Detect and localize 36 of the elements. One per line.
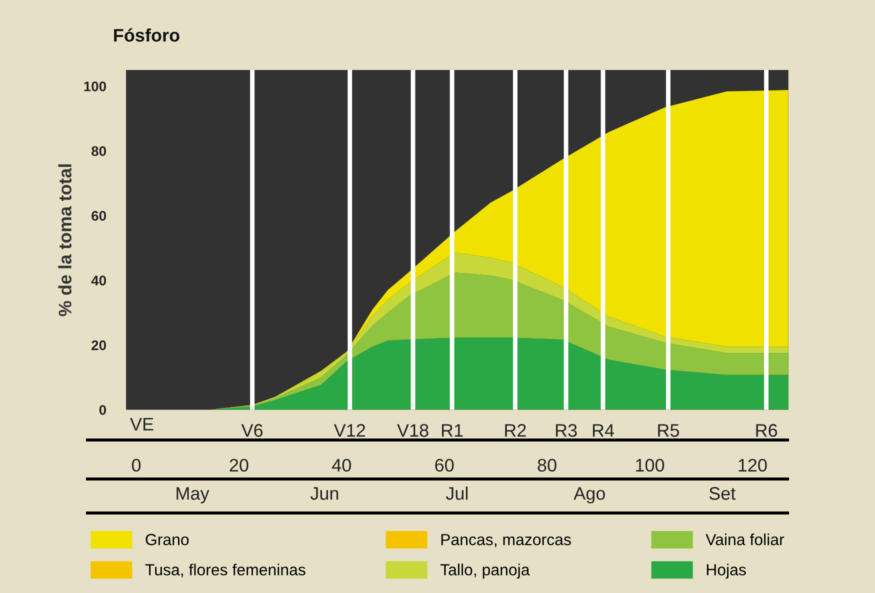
ref-line-label: R3 xyxy=(556,424,577,437)
text: Set xyxy=(709,487,736,500)
legend-label: Vaina foliar xyxy=(706,534,784,546)
text: VE xyxy=(130,418,154,430)
x-tick-label: 100 xyxy=(636,458,664,472)
ref-line-label: V6 xyxy=(241,424,263,437)
text: Jun xyxy=(310,487,338,500)
chart-title: Fósforo xyxy=(114,28,180,42)
x-tick-label: 40 xyxy=(332,458,351,472)
legend-label: Tallo, panoja xyxy=(440,564,530,579)
ref-line-label: V12 xyxy=(334,424,366,437)
text: May xyxy=(176,487,210,504)
ref-line-label: R2 xyxy=(505,424,526,437)
x-tick-label: 0 xyxy=(132,458,141,472)
ref-line-label: R6 xyxy=(756,424,778,437)
legend-label: Pancas, mazorcas xyxy=(441,534,571,548)
y-axis-title: % de la toma total xyxy=(58,164,72,316)
y-tick-label: 100 xyxy=(84,81,106,92)
y-tick-label: 20 xyxy=(92,340,106,350)
ref-line-label: V18 xyxy=(397,424,428,437)
text: Jul xyxy=(446,486,468,500)
y-tick-label: 80 xyxy=(92,146,106,156)
x-tick-label: 80 xyxy=(538,458,556,472)
legend-label: Tusa, flores femeninas xyxy=(145,564,306,578)
y-tick-label: 60 xyxy=(92,210,106,221)
x-tick-label: 20 xyxy=(230,458,248,472)
x-tick-label: 120 xyxy=(738,458,767,472)
y-tick-label: 0 xyxy=(99,405,106,415)
text: Ago xyxy=(574,487,605,504)
ref-line-label: R4 xyxy=(592,424,614,437)
ref-line-label: R5 xyxy=(658,424,680,437)
y-tick-label: 40 xyxy=(91,276,106,286)
legend-label: Hojas xyxy=(706,564,746,579)
x-tick-label: 60 xyxy=(435,458,454,472)
legend-label: Grano xyxy=(146,534,189,546)
ref-line-label: R1 xyxy=(442,424,463,437)
